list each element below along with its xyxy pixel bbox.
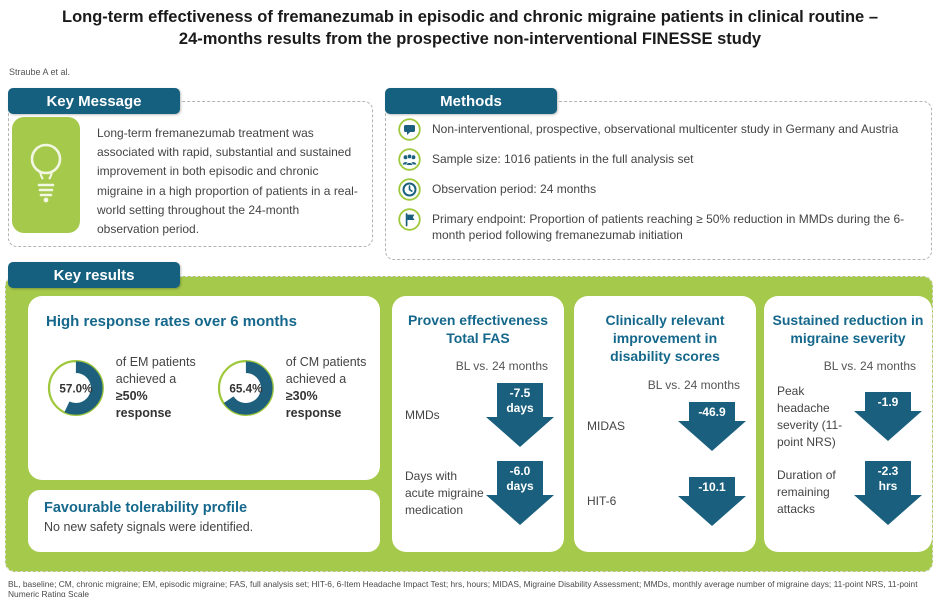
- em-donut-value: 57.0%: [59, 382, 93, 395]
- midas-label: MIDAS: [587, 418, 626, 433]
- lightbulb-panel: [12, 117, 80, 233]
- cm-donut-label: of CM patients achieved a ≥30% response: [286, 354, 376, 422]
- severity-title: Sustained reduction in migraine severity: [772, 312, 924, 347]
- acute-medication-value: -6.0: [509, 464, 531, 479]
- attack-duration-value: -2.3: [877, 463, 899, 478]
- flag-icon: [398, 208, 421, 231]
- tolerability-text: No new safety signals were identified.: [44, 520, 254, 534]
- key-message-header: Key Message: [8, 88, 180, 114]
- disability-scores-card: Clinically relevant improvement in disab…: [574, 296, 756, 552]
- acute-medication-down-arrow-icon: -6.0 days: [486, 461, 554, 526]
- methods-item-text: Primary endpoint: Proportion of patients…: [432, 212, 905, 243]
- attack-duration-label: Duration of remaining attacks: [777, 468, 836, 516]
- hit6-value: -10.1: [698, 479, 726, 494]
- key-message-text: Long-term fremanezumab treatment was ass…: [97, 126, 358, 236]
- attack-duration-unit: hrs: [878, 478, 898, 493]
- peak-severity-row: Peak headache severity (11-point NRS) -1…: [764, 383, 932, 450]
- peak-severity-label: Peak headache severity (11-point NRS): [777, 384, 843, 449]
- mmd-unit: days: [506, 401, 534, 416]
- cm-donut-desc-bold: ≥30% response: [285, 389, 342, 420]
- title-line-1: Long-term effectiveness of fremanezumab …: [61, 8, 878, 26]
- title-line-2: 24-months results from the prospective n…: [178, 30, 762, 49]
- abbreviations-footnote: BL, baseline; CM, chronic migraine; EM, …: [8, 579, 918, 597]
- em-donut-label: of EM patients achieved a ≥50% response: [116, 354, 206, 422]
- key-results-panel: High response rates over 6 months 57.0% …: [5, 276, 933, 572]
- acute-medication-unit: days: [506, 479, 534, 494]
- effectiveness-title: Proven effectiveness Total FAS: [407, 312, 549, 347]
- methods-box: Non-interventional, prospective, observa…: [385, 101, 932, 260]
- methods-item: Sample size: 1016 patients in the full a…: [398, 148, 917, 171]
- peak-severity-down-arrow-icon: -1.9: [854, 392, 922, 442]
- methods-header: Methods: [385, 88, 557, 114]
- midas-value: -46.9: [698, 404, 726, 419]
- acute-medication-label: Days with acute migraine medication: [405, 469, 484, 517]
- page-title: Long-term effectiveness of fremanezumab …: [20, 6, 920, 51]
- cm-donut-chart: 65.4%: [217, 359, 274, 417]
- em-donut-desc: of EM patients achieved a: [115, 355, 196, 387]
- midas-down-arrow-icon: -46.9: [678, 401, 746, 451]
- author-line: Straube A et al.: [9, 67, 71, 77]
- people-icon: [398, 148, 421, 171]
- speech-bubbles-icon: [398, 118, 421, 141]
- disability-title: Clinically relevant improvement in disab…: [605, 312, 725, 365]
- tolerability-title: Favourable tolerability profile: [44, 500, 248, 516]
- methods-item-text: Observation period: 24 months: [432, 182, 597, 196]
- methods-item: Observation period: 24 months: [398, 178, 917, 201]
- cm-donut-desc: of CM patients achieved a: [285, 355, 367, 387]
- tolerability-card: Favourable tolerability profile No new s…: [28, 490, 380, 552]
- hit6-down-arrow-icon: -10.1: [678, 476, 746, 526]
- cm-donut-item: 65.4% of CM patients achieved a ≥30% res…: [206, 342, 376, 434]
- mmd-value: -7.5: [509, 386, 531, 401]
- mmd-row: MMDs -7.5 days: [392, 383, 564, 448]
- methods-item: Primary endpoint: Proportion of patients…: [398, 208, 917, 243]
- key-results-header: Key results: [8, 262, 180, 288]
- attack-duration-down-arrow-icon: -2.3 hrs: [854, 460, 922, 525]
- hit6-row: HIT-6 -10.1: [574, 476, 756, 526]
- key-message-box: Long-term fremanezumab treatment was ass…: [8, 101, 373, 247]
- midas-row: MIDAS -46.9: [574, 401, 756, 451]
- methods-item: Non-interventional, prospective, observa…: [398, 118, 917, 141]
- lightbulb-icon: [30, 143, 62, 203]
- methods-item-text: Sample size: 1016 patients in the full a…: [432, 152, 694, 166]
- em-donut-item: 57.0% of EM patients achieved a ≥50% res…: [36, 342, 206, 434]
- hit6-label: HIT-6: [587, 493, 617, 508]
- effectiveness-card: Proven effectiveness Total FAS BL vs. 24…: [392, 296, 564, 552]
- migraine-severity-card: Sustained reduction in migraine severity…: [764, 296, 932, 552]
- cm-donut-value: 65.4%: [229, 382, 263, 395]
- methods-item-text: Non-interventional, prospective, observa…: [432, 122, 899, 136]
- donut-row: 57.0% of EM patients achieved a ≥50% res…: [28, 342, 380, 434]
- em-donut-desc-bold: ≥50% response: [115, 389, 172, 420]
- disability-comparison: BL vs. 24 months: [647, 377, 740, 392]
- mmd-down-arrow-icon: -7.5 days: [486, 383, 554, 448]
- acute-medication-row: Days with acute migraine medication -6.0…: [392, 461, 564, 526]
- peak-severity-value: -1.9: [877, 395, 899, 410]
- em-donut-chart: 57.0%: [47, 359, 104, 417]
- severity-comparison: BL vs. 24 months: [823, 359, 916, 374]
- response-rates-card: High response rates over 6 months 57.0% …: [28, 296, 380, 480]
- clock-icon: [398, 178, 421, 201]
- attack-duration-row: Duration of remaining attacks -2.3 hrs: [764, 460, 932, 525]
- response-rates-title: High response rates over 6 months: [46, 313, 297, 330]
- mmd-label: MMDs: [405, 407, 440, 422]
- effectiveness-comparison: BL vs. 24 months: [455, 359, 548, 374]
